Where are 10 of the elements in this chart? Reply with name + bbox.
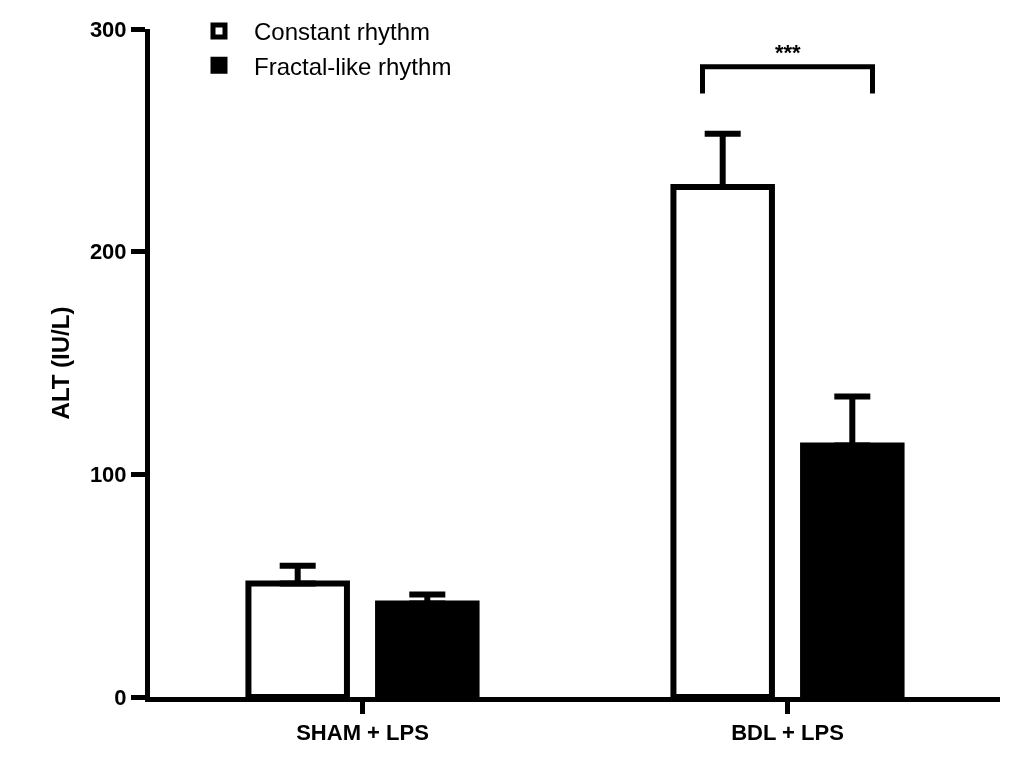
y-axis-title: ALT (IU/L) <box>46 306 74 420</box>
y-tick-label: 100 <box>89 462 127 488</box>
y-tick-label: 0 <box>114 684 127 710</box>
x-tick-label: SHAM + LPS <box>296 720 429 746</box>
x-tick-label: BDL + LPS <box>731 720 844 746</box>
y-tick-label: 200 <box>89 239 127 265</box>
legend-label: Constant rhythm <box>254 18 431 46</box>
legend-label: Fractal-like rhythm <box>254 52 452 80</box>
annotation: *** <box>775 40 802 65</box>
y-tick-label: 300 <box>89 16 127 42</box>
